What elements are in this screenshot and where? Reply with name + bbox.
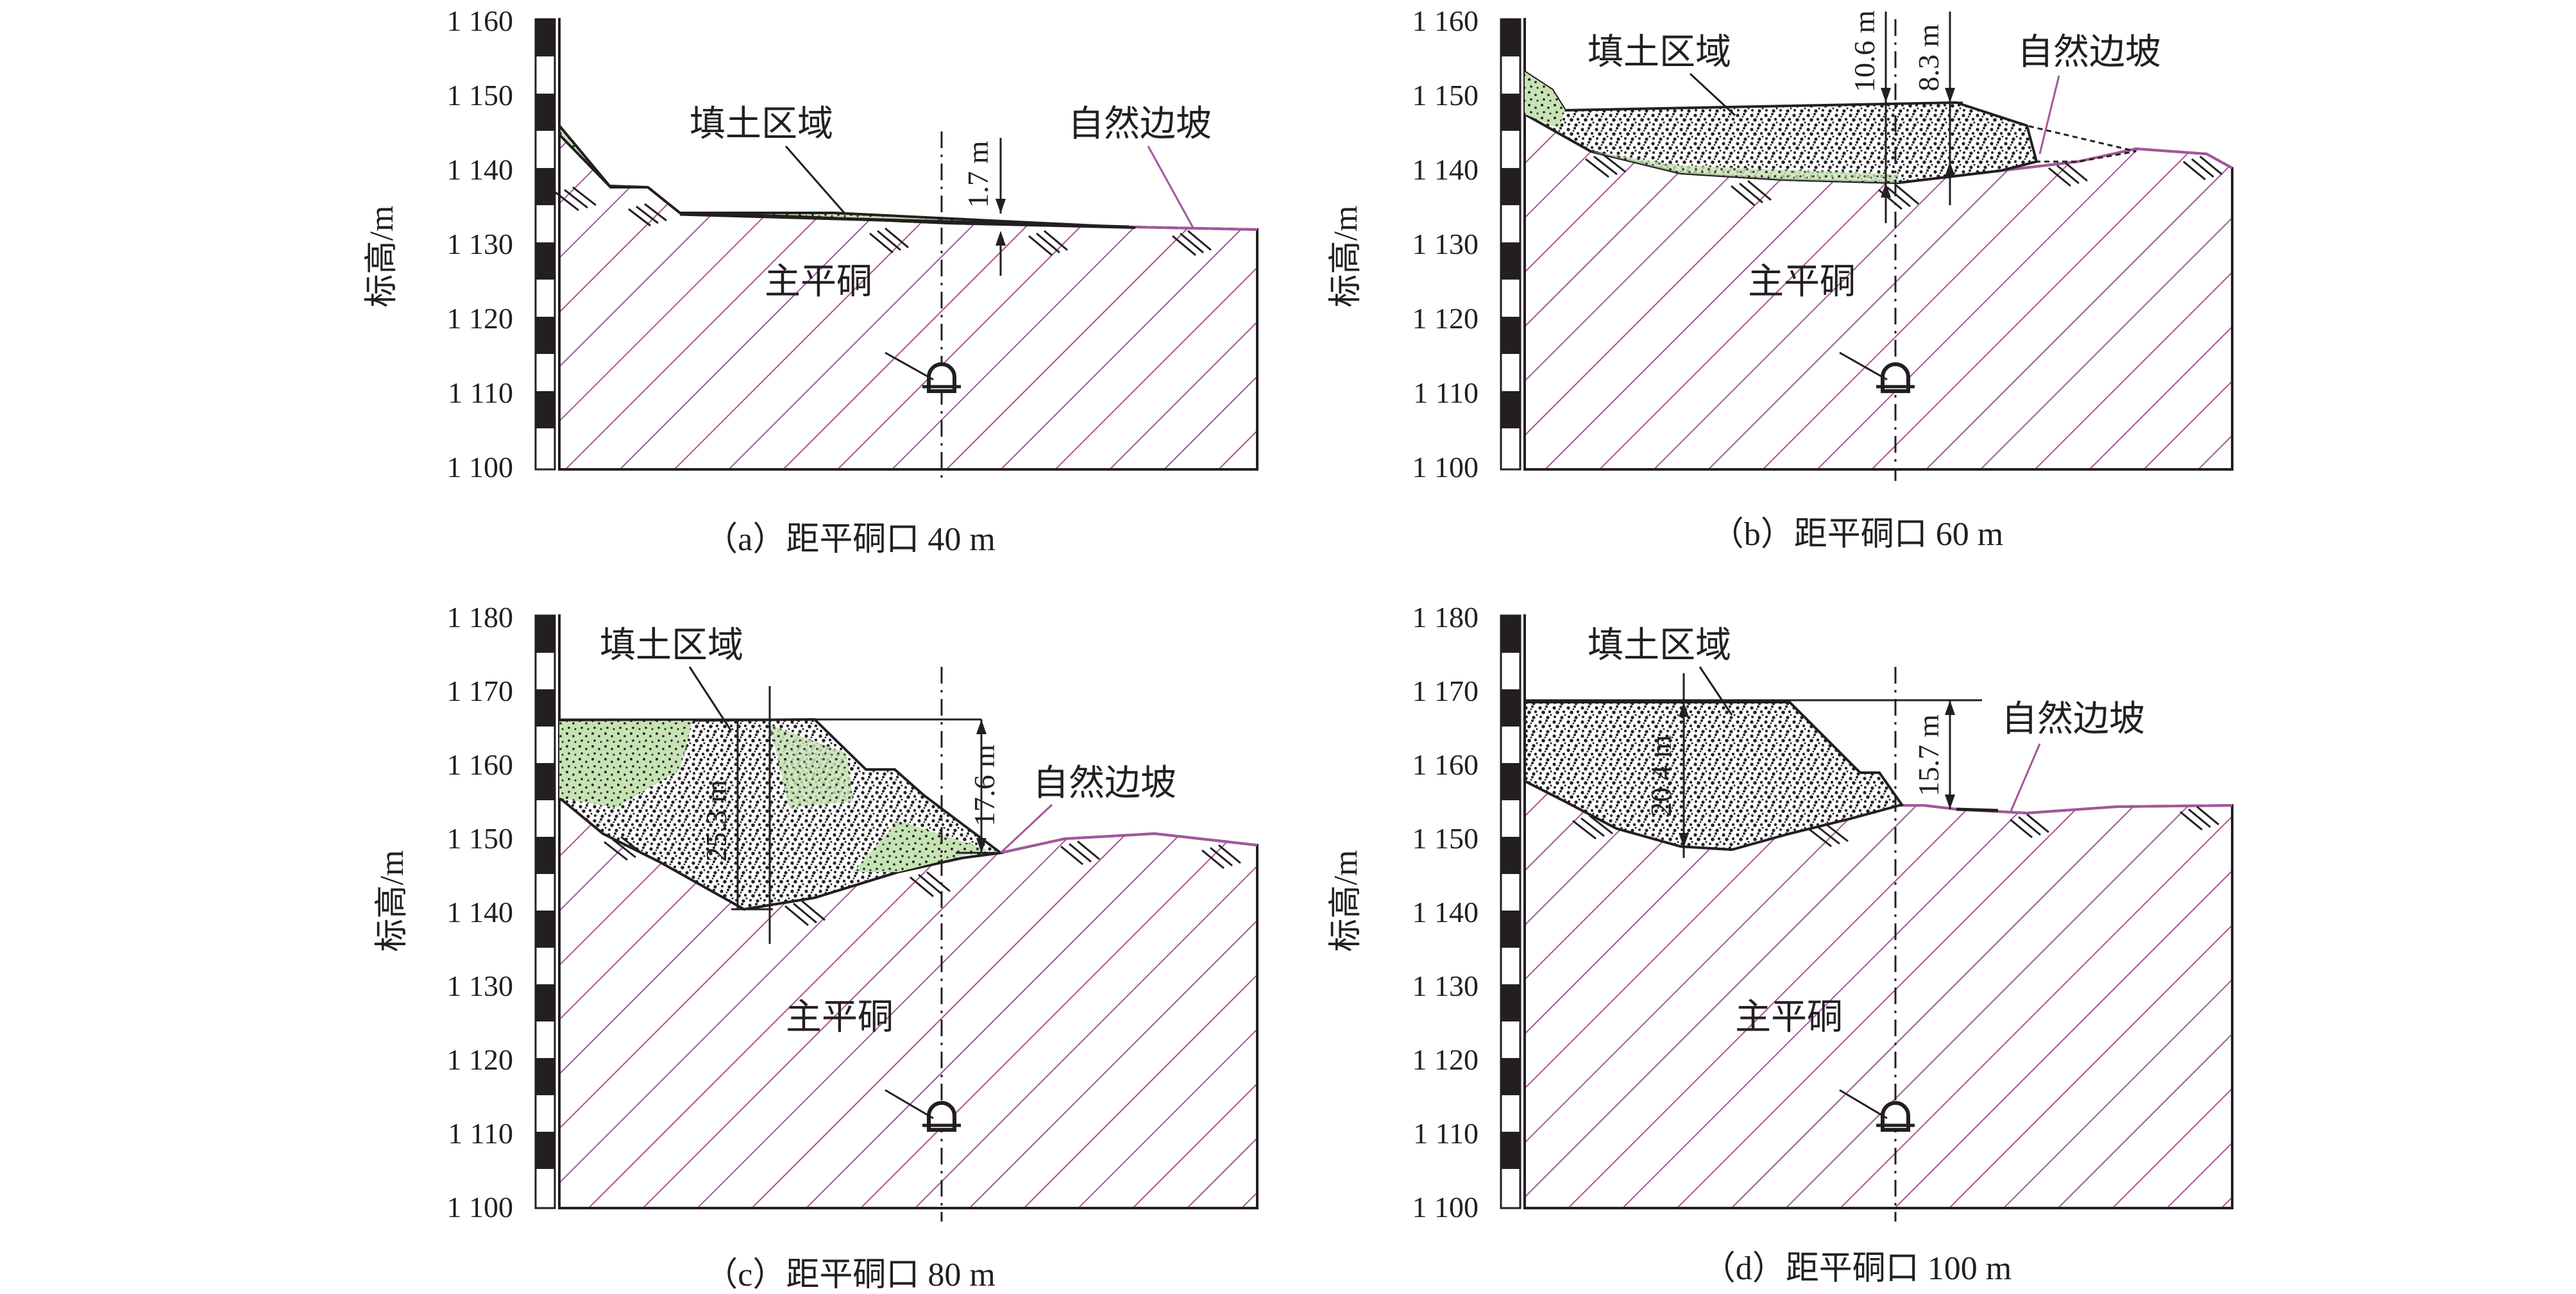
tick-label: 1 180	[1412, 601, 1479, 634]
tick-label: 1 130	[447, 228, 514, 260]
tick-label: 1 120	[1412, 302, 1479, 335]
panel-b: 标高/m 1 100 1 110 1 120 1 130 1 140 1 150…	[1328, 4, 2233, 553]
y-axis-ticks: 1 100 1 110 1 120 1 130 1 140 1 150 1 16…	[447, 601, 514, 1223]
adit-icon	[1839, 1089, 1915, 1132]
natural-slope-label: 自然边坡	[2017, 33, 2161, 72]
tick-label: 1 150	[447, 79, 514, 112]
panel-d: 标高/m 1 100 1 110 1 120 1 130 1 140 1 150…	[1328, 601, 2233, 1287]
caption: （b）距平硐口 60 m	[1711, 516, 2003, 553]
tick-label: 1 100	[1412, 451, 1479, 483]
y-axis-label: 标高/m	[1328, 850, 1364, 952]
tick-label: 1 110	[448, 376, 513, 409]
natural-slope-label: 自然边坡	[1068, 105, 1212, 144]
adit-label: 主平硐	[786, 998, 894, 1038]
dimension-label: 15.7 m	[1912, 714, 1945, 796]
adit-label: 主平硐	[765, 262, 872, 302]
tick-label: 1 140	[447, 896, 514, 928]
fill-zone-label: 填土区域	[1588, 33, 1731, 72]
tick-label: 1 140	[1412, 153, 1479, 186]
scale-bar	[534, 18, 561, 471]
tick-label: 1 140	[447, 153, 514, 186]
dimension-label: 1.7 m	[962, 140, 994, 208]
fill-zone-label: 填土区域	[1588, 626, 1731, 666]
tick-label: 1 110	[448, 1117, 513, 1150]
scale-bar	[1500, 614, 1526, 1209]
y-axis-ticks: 1 100 1 110 1 120 1 130 1 140 1 150 1 16…	[447, 4, 514, 483]
dimension-10-6m: 10.6 m	[1848, 10, 1891, 223]
natural-slope-ground	[558, 122, 1258, 471]
adit-label: 主平硐	[1748, 262, 1856, 302]
tick-label: 1 160	[447, 4, 514, 37]
tick-label: 1 130	[447, 970, 514, 1002]
tick-label: 1 140	[1412, 896, 1479, 928]
adit-icon	[885, 1089, 961, 1132]
tick-label: 1 100	[1412, 1191, 1479, 1223]
rock-marks	[1572, 805, 2219, 848]
tick-label: 1 120	[1412, 1043, 1479, 1076]
y-axis-label: 标高/m	[364, 206, 400, 308]
tick-label: 1 120	[447, 302, 514, 335]
tick-label: 1 180	[447, 601, 514, 634]
adit-icon	[1839, 351, 1915, 393]
dimension-1-7m: 1.7 m	[962, 138, 1006, 276]
caption: （c）距平硐口 80 m	[704, 1257, 996, 1293]
dimension-label: 20.4 m	[1645, 735, 1677, 817]
y-axis-ticks: 1 100 1 110 1 120 1 130 1 140 1 150 1 16…	[1412, 4, 1479, 483]
tick-label: 1 130	[1412, 228, 1479, 260]
tick-label: 1 170	[447, 675, 514, 707]
caption: （a）距平硐口 40 m	[704, 521, 996, 558]
dimension-label: 10.6 m	[1848, 10, 1881, 92]
rock-marks	[555, 186, 1212, 256]
tick-label: 1 100	[447, 1191, 514, 1223]
tick-label: 1 110	[1413, 1117, 1479, 1150]
natural-slope-label: 自然边坡	[1033, 764, 1176, 803]
adit-label: 主平硐	[1735, 998, 1843, 1038]
dimension-label: 8.3 m	[1912, 24, 1945, 91]
tick-label: 1 150	[1412, 822, 1479, 855]
dimension-20-4m: 20.4 m	[1645, 673, 1689, 858]
dimension-8-3m: 8.3 m	[1912, 12, 1963, 205]
rock-marks	[1585, 153, 2223, 210]
y-axis-label: 标高/m	[1328, 206, 1364, 308]
tick-label: 1 100	[447, 451, 514, 483]
natural-slope-ground	[1523, 778, 2233, 1209]
y-axis-label: 标高/m	[374, 850, 411, 952]
tick-label: 1 160	[1412, 748, 1479, 781]
tick-label: 1 160	[1412, 4, 1479, 37]
tick-label: 1 130	[1412, 970, 1479, 1002]
dimension-17-6m: 17.6 m	[956, 719, 1001, 854]
tick-label: 1 170	[1412, 675, 1479, 707]
adit-icon	[885, 351, 961, 393]
tick-label: 1 150	[1412, 79, 1479, 112]
panel-a: 标高/m 1 100 1 110 1 120 1 130 1 140 1 150…	[364, 4, 1258, 558]
dimension-15-7m: 15.7 m	[1912, 700, 1955, 809]
caption: （d）距平硐口 100 m	[1702, 1250, 2012, 1287]
panel-c: 标高/m 1 100 1 110 1 120 1 130 1 140 1 150…	[374, 601, 1258, 1293]
dimension-25-3m: 25.3 m	[700, 686, 773, 944]
y-axis-ticks: 1 100 1 110 1 120 1 130 1 140 1 150 1 16…	[1412, 601, 1479, 1223]
tick-label: 1 150	[447, 822, 514, 855]
fill-zone-label: 填土区域	[600, 626, 743, 666]
tick-label: 1 120	[447, 1043, 514, 1076]
scale-bar	[1500, 18, 1526, 471]
natural-slope-label: 自然边坡	[2001, 700, 2145, 739]
fill-zone-label: 填土区域	[690, 105, 833, 144]
tick-label: 1 110	[1413, 376, 1479, 409]
tick-label: 1 160	[447, 748, 514, 781]
fill-zone	[1523, 701, 1904, 852]
scale-bar	[534, 614, 561, 1209]
dimension-label: 25.3 m	[700, 780, 733, 862]
rock-marks	[604, 836, 1241, 927]
dimension-label: 17.6 m	[968, 744, 1001, 827]
